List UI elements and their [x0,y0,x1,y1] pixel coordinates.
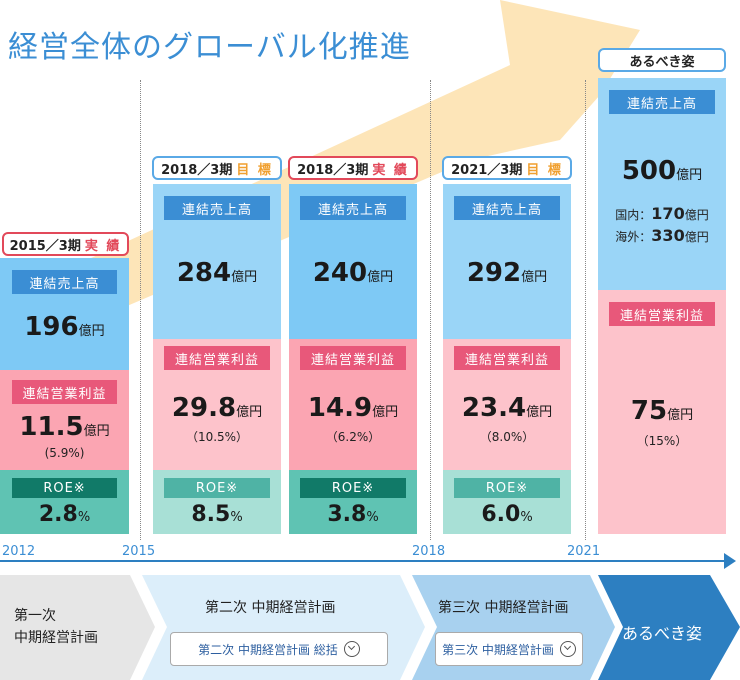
sales-value: 240億円 [312,258,394,288]
phase-3-button-label: 第三次 中期経営計画 [442,642,554,657]
phase-3-button[interactable]: 第三次 中期経営計画 [435,632,583,666]
divider [430,80,431,540]
sales-label: 連結売上高 [454,196,560,220]
period-tag: 2018／3期目 標 [152,156,282,180]
profit-label: 連結営業利益 [609,302,715,326]
profit-label: 連結営業利益 [454,346,560,370]
phase-4-title: あるべき姿 [622,624,703,643]
sales-label: 連結売上高 [300,196,406,220]
sales-label: 連結売上高 [164,196,270,220]
divider [585,80,586,540]
margin-value: （8.0%） [479,430,535,444]
margin-value: (5.9%) [44,446,85,460]
margin-value: （6.2%） [325,430,381,444]
profit-segment [598,290,726,534]
margin-value: （15%） [636,434,688,448]
year-label: 2015 [122,544,156,559]
sales-value: 292億円 [466,258,548,288]
period-label: 2018／3期 [297,162,369,178]
period-label: 2021／3期 [451,162,523,178]
sales-value: 284億円 [176,258,258,288]
roe-value: 8.5% [191,502,243,527]
profit-value: 14.9億円 [307,393,399,423]
period-tag: 2018／3期実 績 [288,156,418,180]
profit-value: 23.4億円 [461,393,553,423]
page-title: 経営全体のグローバル化推進 [8,30,411,65]
period-tag: 2021／3期目 標 [442,156,572,180]
sales-value: 500億円 [621,156,703,186]
phase-2-summary-button[interactable]: 第二次 中期経営計画 総括 [170,632,388,666]
roe-label: ROE※ [454,478,560,498]
domestic-sales: 国内：170億円 [615,204,709,223]
roe-value: 3.8% [327,502,379,527]
sales-label: 連結売上高 [609,90,715,114]
phase-3-title: 第三次 中期経営計画 [438,600,569,616]
period-kind: 実 績 [372,162,409,178]
period-label: 2018／3期 [161,162,233,178]
roe-value: 6.0% [481,502,533,527]
phase-2-title: 第二次 中期経営計画 [205,600,336,616]
profit-label: 連結営業利益 [300,346,406,370]
roe-label: ROE※ [300,478,406,498]
year-label: 2018 [412,544,446,559]
roe-label: ROE※ [164,478,270,498]
period-kind: 目 標 [526,162,563,178]
overseas-sales: 海外：330億円 [615,226,709,245]
arrow-right-icon [724,553,736,569]
sales-value: 196億円 [24,312,105,342]
period-tag: 2015／3期実 績 [2,232,129,256]
period-label: 2015／3期 [9,238,81,254]
margin-value: （10.5%） [185,430,249,444]
timeline-line [0,560,730,562]
phase-1-title: 第一次 中期経営計画 [14,608,98,646]
roe-value: 2.8% [38,502,91,527]
period-kind: 実 績 [84,238,122,254]
profit-label: 連結営業利益 [164,346,270,370]
roe-label: ROE※ [12,478,117,498]
divider [140,80,141,540]
profit-value: 75億円 [630,396,694,426]
profit-value: 29.8億円 [171,393,263,423]
chevron-down-icon [559,641,576,657]
sales-label: 連結売上高 [12,270,117,294]
period-kind: 目 標 [236,162,273,178]
year-label: 2012 [2,544,36,559]
phase-2-button-label: 第二次 中期経営計画 総括 [198,642,338,657]
profit-label: 連結営業利益 [12,380,117,404]
year-label: 2021 [567,544,601,559]
profit-value: 11.5億円 [19,412,110,442]
period-tag: あるべき姿 [598,48,726,72]
chevron-down-icon [343,641,360,657]
